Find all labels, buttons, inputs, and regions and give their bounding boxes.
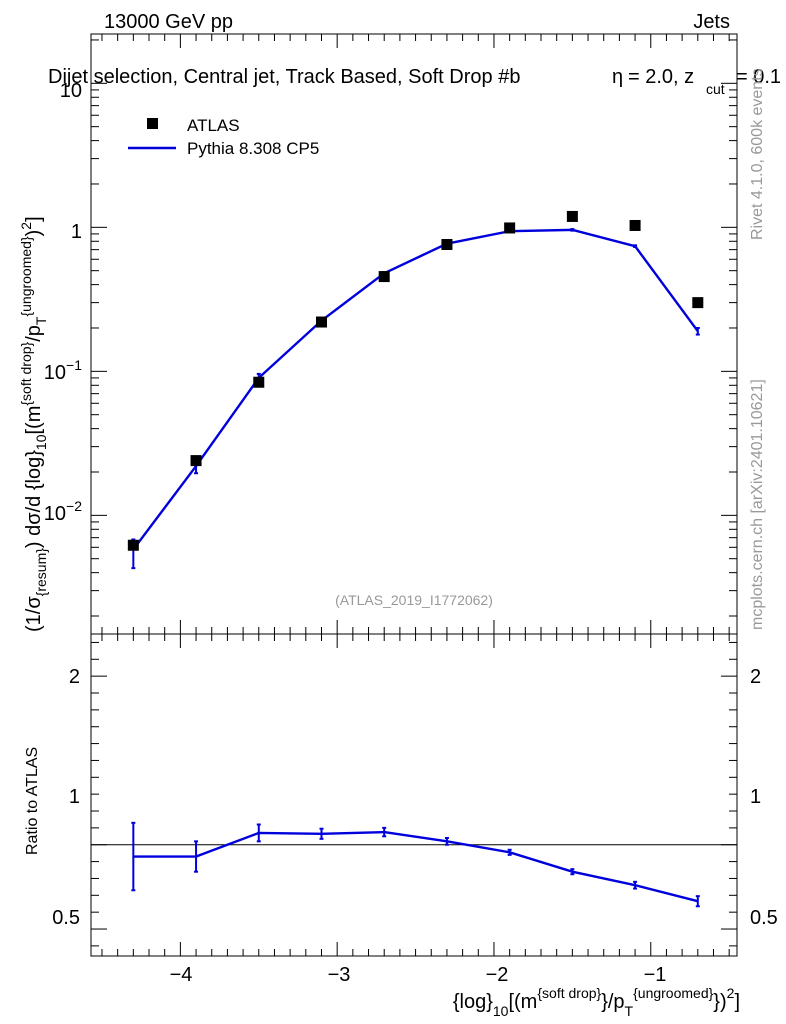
- ratio-ytick-2: 2: [69, 666, 80, 688]
- plot-title: Dijet selection, Central jet, Track Base…: [48, 66, 781, 97]
- ratio-ytick-1-right: 1: [750, 786, 761, 808]
- analysis-watermark: (ATLAS_2019_I1772062): [335, 592, 493, 608]
- title-end: = 0.1: [736, 66, 781, 88]
- ratio-ytick-05-right: 0.5: [750, 907, 778, 929]
- header-right: Jets: [693, 11, 730, 33]
- ratio-line: [133, 830, 699, 903]
- mcplots-label: mcplots.cern.ch [arXiv:2401.10621]: [749, 379, 766, 630]
- legend-mc-label: Pythia 8.308 CP5: [187, 139, 319, 158]
- title-eta: η: [612, 66, 623, 88]
- main-y-axis-label: (1/σ{resum}) dσ/d {log}10[(m{soft drop}/…: [18, 216, 49, 632]
- xtick-label-m2: −2: [486, 964, 509, 986]
- main-axis-ticks: [91, 34, 737, 634]
- xtick-label-m3: −3: [328, 964, 351, 986]
- ratio-ytick-1: 1: [69, 786, 80, 808]
- atlas-data-point: [692, 297, 704, 309]
- atlas-data-point: [629, 219, 641, 231]
- atlas-data-point: [127, 539, 139, 551]
- ratio-y-axis-label: Ratio to ATLAS: [24, 747, 41, 855]
- ratio-y-tick-labels-left: 2 1 0.5: [52, 666, 80, 929]
- legend: ATLAS Pythia 8.308 CP5: [128, 116, 319, 158]
- atlas-data-point: [504, 222, 516, 234]
- ratio-plot-data: [91, 821, 737, 908]
- atlas-data-point: [378, 271, 390, 283]
- atlas-data-point: [190, 455, 202, 467]
- legend-data-marker: [147, 118, 158, 129]
- atlas-data-point: [253, 376, 265, 388]
- title-main: Dijet selection, Central jet, Track Base…: [48, 66, 520, 88]
- header-left: 13000 GeV pp: [104, 11, 233, 33]
- ratio-y-tick-labels-right: 2 1 0.5: [750, 666, 778, 929]
- title-sub: cut: [706, 81, 725, 97]
- ratio-plot-frame: [90, 633, 738, 957]
- main-plot-data: [127, 210, 704, 570]
- ytick-label-1e-2: 10−2: [44, 498, 82, 525]
- title-tail: = 2.0, z: [628, 66, 694, 88]
- pythia-line: [132, 228, 699, 551]
- ytick-label-1e-1: 10−1: [44, 357, 82, 384]
- ratio-axis-ticks: [91, 634, 737, 956]
- x-tick-labels: −4 −3 −2 −1: [170, 964, 667, 986]
- ytick-label-1: 1: [71, 221, 82, 243]
- x-axis-label: {log}10[(m{soft drop}}/pT{ungroomed}})2]: [453, 985, 740, 1019]
- main-y-tick-labels: 10−2 10−1 1 10: [44, 80, 82, 525]
- atlas-data-point: [315, 316, 327, 328]
- atlas-data-point: [566, 210, 578, 222]
- xtick-label-m4: −4: [170, 964, 193, 986]
- legend-data-label: ATLAS: [187, 116, 240, 135]
- atlas-data-point: [441, 238, 453, 250]
- ratio-ytick-05: 0.5: [52, 907, 80, 929]
- xtick-label-m1: −1: [644, 964, 667, 986]
- ratio-ytick-2-right: 2: [750, 666, 761, 688]
- rivet-label: Rivet 4.1.0, 600k events: [749, 68, 766, 240]
- ytick-label-10: 10: [60, 80, 82, 102]
